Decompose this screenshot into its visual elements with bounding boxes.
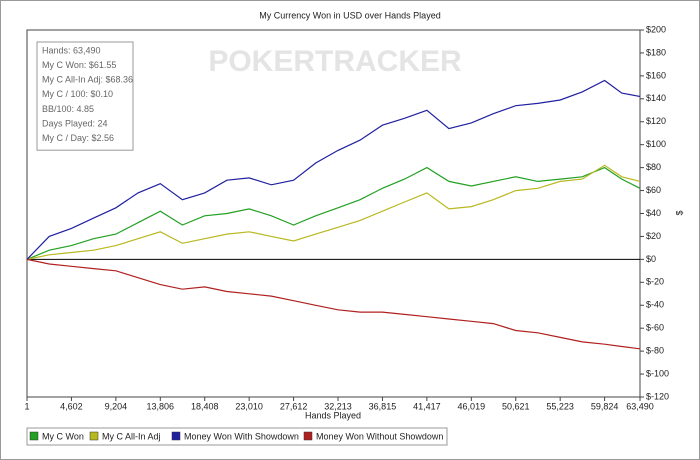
y-tick-label: $160: [646, 70, 666, 80]
y-tick-label: $0: [646, 254, 656, 264]
legend-label[interactable]: Money Won With Showdown: [184, 431, 299, 441]
y-tick-label: $60: [646, 185, 661, 195]
x-tick-label: 36,815: [369, 401, 397, 411]
x-tick-label: 46,019: [458, 401, 486, 411]
info-text: Days Played: 24: [42, 118, 108, 128]
y-tick-label: $-100: [646, 368, 669, 378]
info-text: My C All-In Adj: $68.36: [42, 75, 133, 85]
x-tick-label: 4,602: [60, 401, 83, 411]
x-tick-label: 50,621: [502, 401, 530, 411]
info-box: [36, 41, 134, 151]
chart-title: My Currency Won in USD over Hands Played: [259, 10, 440, 20]
y-tick-label: $180: [646, 47, 666, 57]
legend-box: [26, 427, 448, 446]
y-tick-label: $200: [646, 24, 666, 34]
series-line: [26, 258, 641, 350]
x-tick-label: 13,806: [147, 401, 175, 411]
x-tick-label: 27,612: [280, 401, 308, 411]
y-tick-label: $80: [646, 162, 661, 172]
x-tick-label: 1: [24, 401, 29, 411]
series-line: [26, 79, 641, 260]
info-text: My C Won: $61.55: [42, 60, 116, 70]
legend-label[interactable]: My C Won: [42, 431, 84, 441]
x-tick-label: 18,408: [191, 401, 219, 411]
legend-swatch[interactable]: [89, 431, 99, 441]
x-tick-label: 41,417: [413, 401, 441, 411]
x-axis-label: Hands Played: [305, 410, 361, 420]
y-tick-label: $-60: [646, 323, 664, 333]
info-text: My C / 100: $0.10: [42, 89, 113, 99]
watermark: POKERTRACKER: [208, 45, 462, 78]
legend-swatch[interactable]: [303, 431, 313, 441]
info-text: Hands: 63,490: [42, 45, 101, 55]
y-tick-label: $-120: [646, 391, 669, 401]
x-tick-label: 32,213: [324, 401, 352, 411]
y-tick-label: $-40: [646, 300, 664, 310]
series-line: [26, 164, 641, 260]
y-tick-label: $20: [646, 231, 661, 241]
legend-label[interactable]: My C All-In Adj: [102, 431, 161, 441]
legend-swatch[interactable]: [29, 431, 39, 441]
y-tick-label: $120: [646, 116, 666, 126]
info-text: My C / Day: $2.56: [42, 133, 114, 143]
y-tick-label: $-20: [646, 277, 664, 287]
legend-swatch[interactable]: [171, 431, 181, 441]
legend-label[interactable]: Money Won Without Showdown: [316, 431, 443, 441]
y-tick-label: $140: [646, 93, 666, 103]
x-tick-label: 9,204: [105, 401, 128, 411]
x-tick-label: 63,490: [626, 401, 654, 411]
y-tick-label: $100: [646, 139, 666, 149]
x-tick-label: 55,223: [546, 401, 574, 411]
y-tick-label: $40: [646, 208, 661, 218]
y-axis-label: $: [674, 210, 684, 215]
info-text: BB/100: 4.85: [42, 104, 94, 114]
x-tick-label: 59,824: [591, 401, 619, 411]
y-tick-label: $-80: [646, 346, 664, 356]
x-tick-label: 23,010: [235, 401, 263, 411]
series-line: [26, 166, 641, 260]
